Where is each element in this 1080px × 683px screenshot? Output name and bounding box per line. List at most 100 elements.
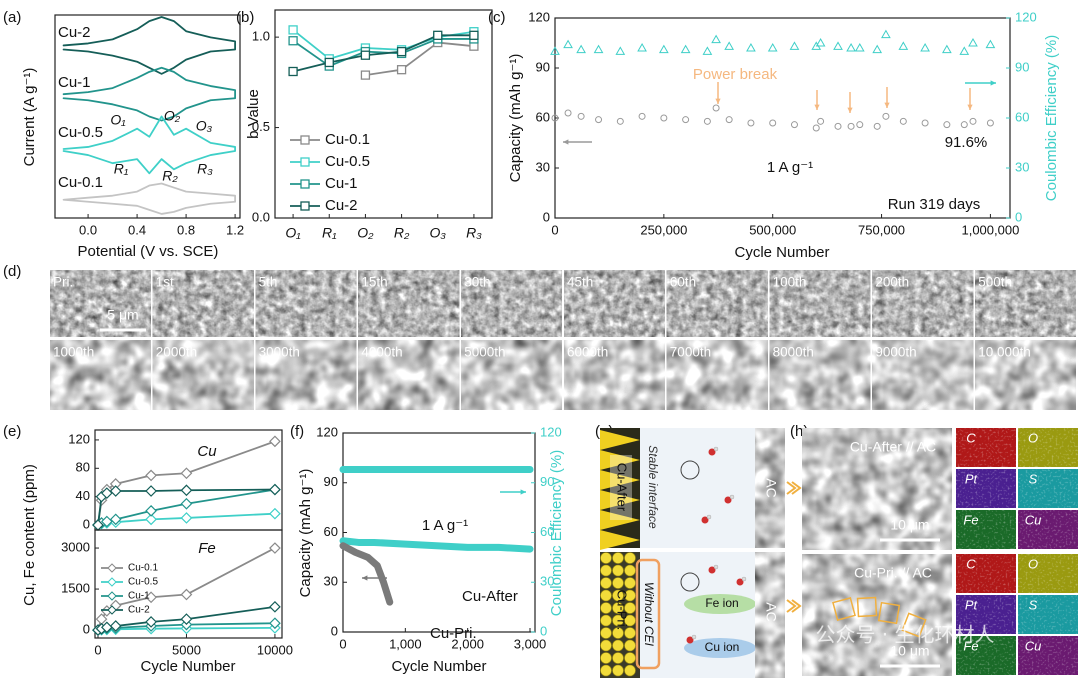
y-tick-label: 120: [68, 431, 90, 446]
x-axis-label: Cycle Number: [734, 244, 829, 261]
crystal: [600, 510, 640, 530]
molecule: [736, 578, 744, 586]
point: [943, 121, 951, 129]
point: [872, 44, 883, 54]
panel-label: (c): [488, 9, 506, 26]
point: [812, 124, 820, 132]
legend-marker: [300, 179, 310, 189]
arrow-head: [362, 575, 368, 581]
point: [817, 117, 825, 125]
point: [960, 121, 968, 129]
point: [873, 122, 881, 130]
particle: [600, 577, 612, 589]
legend-label: Cu-1: [325, 175, 358, 192]
particle: [612, 564, 624, 577]
highlight: [901, 612, 927, 638]
plot-frame: [94, 529, 283, 639]
point: [269, 435, 281, 448]
face: [680, 460, 700, 480]
x-tick-label: 0.0: [79, 222, 97, 237]
chevron: [786, 599, 802, 613]
element-label: O: [1028, 430, 1038, 445]
y-tick-label: 90: [536, 59, 550, 74]
x-tick-label: 1.2: [226, 222, 244, 237]
sem-image: [50, 340, 151, 410]
sem-image: [975, 270, 1076, 337]
molecule: [724, 496, 732, 504]
series-line: [62, 182, 236, 215]
series-line: [364, 41, 475, 77]
x-tick-label: O₂: [357, 225, 374, 241]
y-tick-label: 0: [543, 209, 550, 224]
sem-image: [358, 270, 460, 337]
sem-label: 8000th: [773, 345, 814, 360]
annotation: Power break: [693, 66, 778, 83]
series-line: [62, 16, 236, 75]
point: [433, 30, 443, 40]
series-label: Cu-0.5: [58, 124, 103, 141]
annotation: O₂: [164, 108, 181, 124]
x-tick-label: 500,000: [749, 222, 796, 237]
particle: [600, 639, 612, 652]
point: [882, 112, 890, 120]
y-tick-label: 1.0: [252, 29, 270, 44]
point: [324, 57, 334, 68]
sem-label: 3000th: [259, 345, 300, 360]
particle: [624, 552, 636, 564]
x-axis-label: Potential (V vs. SCE): [78, 243, 219, 260]
series-line: [292, 28, 475, 60]
y-tick-label: 3000: [61, 539, 90, 554]
x-axis-label: Cycle Number: [140, 658, 235, 675]
series-label: Cu-1: [58, 74, 91, 91]
x-tick-label: O₁: [285, 225, 301, 241]
x-tick-label: 10000: [257, 642, 293, 657]
point: [898, 41, 909, 50]
particle: [624, 664, 636, 677]
point: [145, 591, 157, 604]
legend-marker: [300, 201, 310, 211]
counter-label: AC: [763, 478, 779, 497]
point: [746, 42, 756, 52]
sem-image: [564, 270, 665, 337]
series-line: [339, 542, 394, 606]
y-tick-label: 90: [324, 474, 338, 489]
y-tick-label: 0: [83, 516, 90, 531]
plot-frame: [54, 14, 241, 219]
particle: [612, 664, 624, 677]
particle: [600, 589, 612, 602]
point: [180, 484, 193, 497]
point: [95, 613, 108, 625]
legend-label: Cu-2: [325, 197, 358, 214]
point: [899, 117, 907, 125]
y-tick-label: 60: [536, 109, 550, 124]
molecule: [686, 636, 694, 644]
counter-electrode: [755, 552, 785, 678]
x-tick-label: 0: [339, 636, 346, 651]
arrow-head: [847, 107, 853, 113]
point: [637, 42, 647, 52]
point: [551, 114, 559, 122]
point: [269, 507, 281, 520]
element-speckle: [1018, 595, 1078, 634]
series-line: [339, 537, 534, 553]
element-label: S: [1029, 597, 1038, 612]
series-line: [62, 66, 236, 122]
molecule: [708, 448, 716, 456]
element-label: Pt: [965, 597, 979, 612]
ion-label: Fe ion: [705, 596, 738, 610]
annotation: O₁: [110, 112, 126, 128]
molecule: [741, 576, 747, 582]
crystal: [600, 430, 640, 450]
highlight: [832, 597, 856, 621]
sem-label: 60th: [670, 275, 696, 290]
particle: [600, 564, 612, 577]
y2-tick-label: 0: [1015, 209, 1022, 224]
y-axis-label: Cu, Fe content (ppm): [21, 464, 38, 606]
particle: [612, 614, 624, 627]
x-tick-label: 0: [94, 642, 101, 657]
y-tick-label: 0.5: [252, 119, 270, 134]
point: [360, 70, 371, 80]
highlight: [877, 601, 901, 625]
y2-tick-label: 90: [540, 474, 554, 489]
point: [724, 41, 735, 50]
